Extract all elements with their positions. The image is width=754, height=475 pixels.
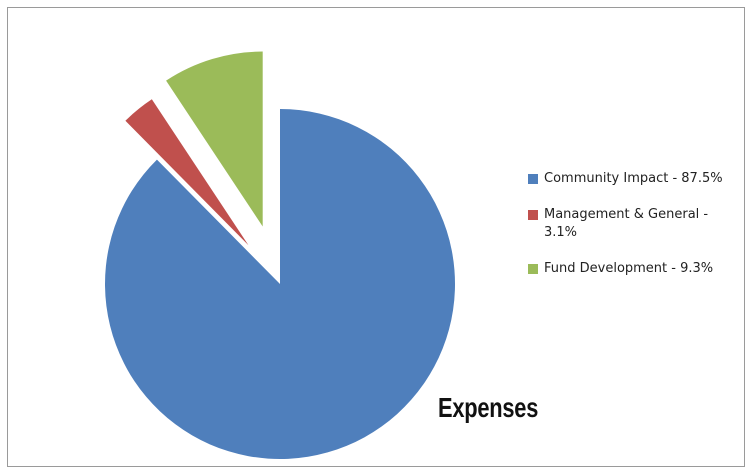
legend-entry-community-impact: Community Impact - 87.5% xyxy=(528,170,743,188)
legend-swatch-community-impact xyxy=(528,174,538,184)
legend-label-management-general: Management & General - 3.1% xyxy=(544,207,709,240)
chart-annotation: Expenses xyxy=(438,392,539,423)
legend-entry-management-general: Management & General - 3.1% xyxy=(528,206,743,242)
legend-entry-fund-development: Fund Development - 9.3% xyxy=(528,260,743,278)
legend-swatch-management-general xyxy=(528,210,538,220)
pie-slice-fund-development xyxy=(166,51,263,227)
pie-slice-management-general xyxy=(125,99,249,246)
legend: Community Impact - 87.5% Management & Ge… xyxy=(528,170,743,278)
legend-label-community-impact: Community Impact - 87.5% xyxy=(544,171,723,186)
pie-slice-community-impact xyxy=(105,109,456,459)
legend-label-fund-development: Fund Development - 9.3% xyxy=(544,261,714,276)
legend-swatch-fund-development xyxy=(528,264,538,274)
